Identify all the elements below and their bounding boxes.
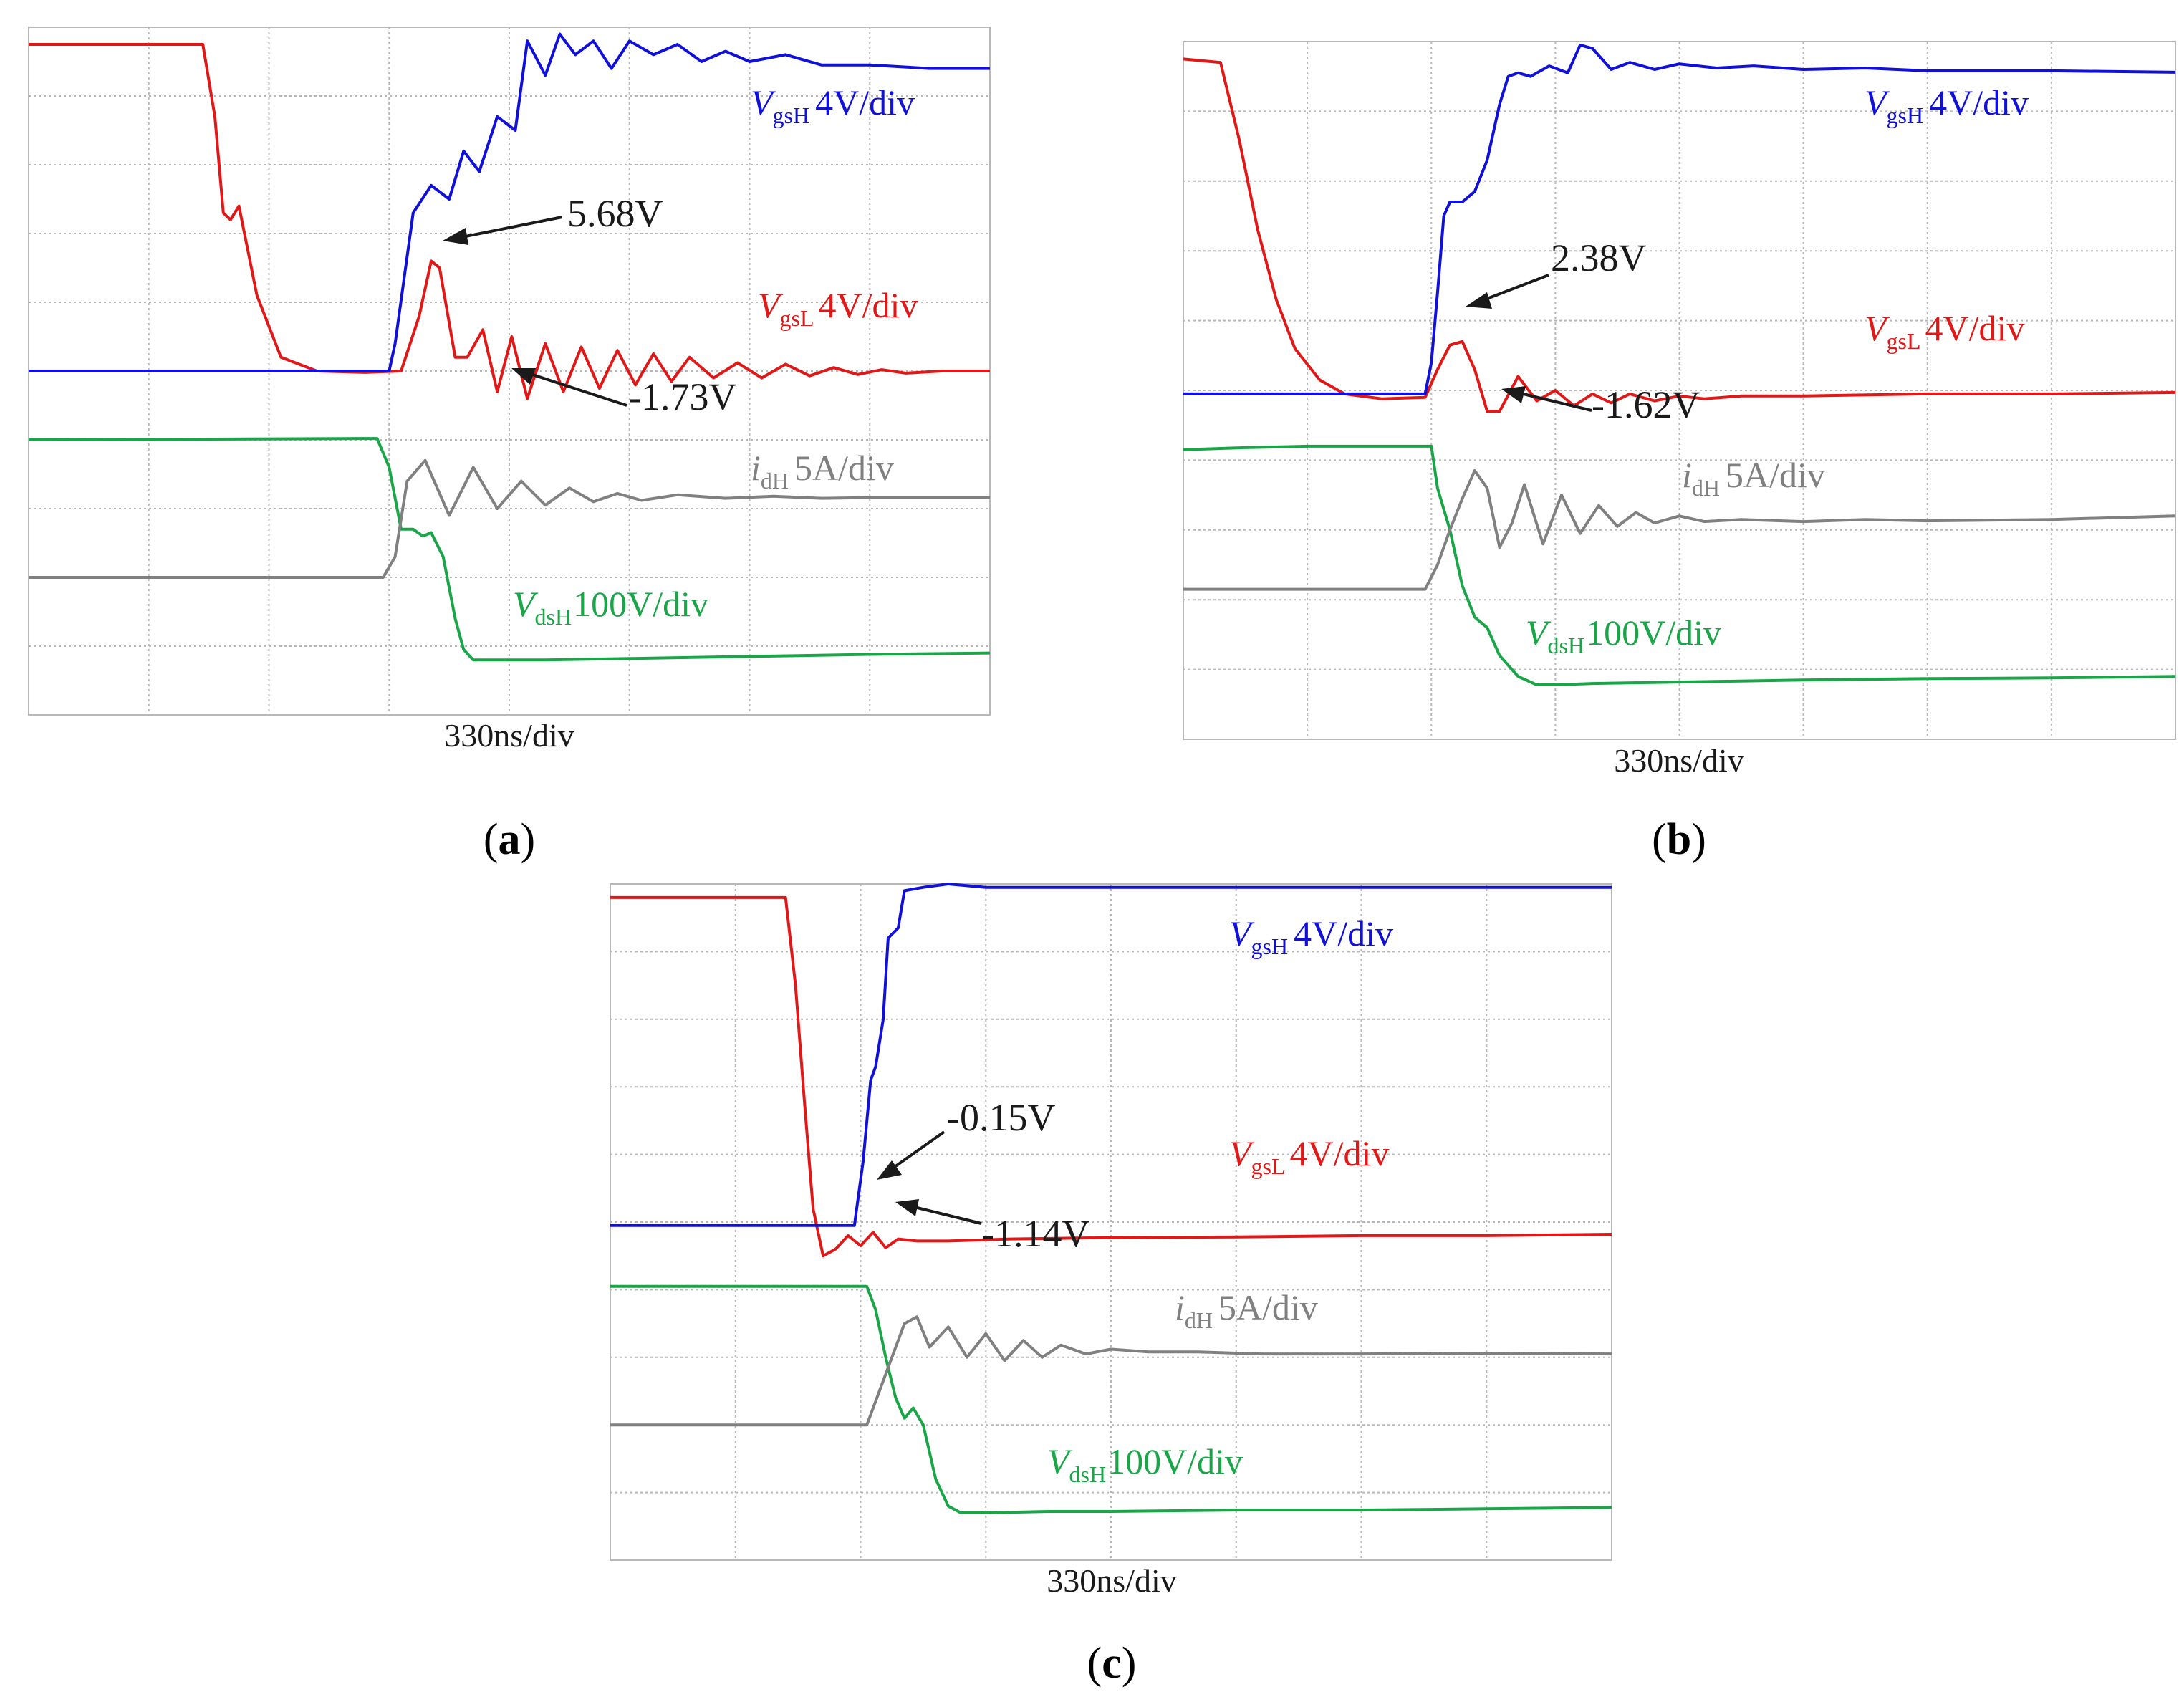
panel-c-vgsL-name: V (1229, 1133, 1255, 1173)
panel-a-trace-vdsH (28, 437, 991, 662)
panel-c-vdsH-name: V (1047, 1441, 1073, 1481)
panel-a-vdsH-label: VdsH100V/div (513, 584, 708, 630)
panel-b-trace-vdsH (1183, 444, 2176, 686)
panel-a-traces (28, 32, 991, 662)
panel-a-annotation-1-text: 5.68V (567, 192, 663, 235)
panel-b-grid (1183, 41, 2176, 740)
panel-a-caption: (a) (484, 815, 535, 864)
panel-c-caption-letter: c (1102, 1639, 1122, 1688)
panel-a-caption-letter: a (499, 815, 521, 864)
panel-a-idH-name: i (751, 448, 761, 488)
panel-b-vgsH-name: V (1865, 82, 1890, 122)
panel-c-vdsH-sub: dsH (1069, 1461, 1107, 1487)
panel-c-caption: (c) (1087, 1639, 1137, 1688)
panel-c-idH-name: i (1175, 1287, 1185, 1327)
panel-b-annotation-2-arrowhead (1501, 386, 1526, 403)
panel-b-annotation-1-arrowhead (1466, 292, 1492, 309)
panel-b-time-scale: 330ns/div (1614, 742, 1743, 779)
panel-c-vgsL-label: VgsL 4V/div (1229, 1133, 1389, 1179)
panel-b-idH-sub: dH (1692, 475, 1720, 501)
panel-c-vgsH-label: VgsH 4V/div (1229, 913, 1393, 959)
panel-a-trace-vgsL (29, 43, 990, 400)
panel-b-caption: (b) (1652, 815, 1706, 864)
panel-c-idH-label: idH 5A/div (1175, 1287, 1318, 1333)
panel-a-vdsH-scale: 100V/div (573, 584, 708, 624)
panel-a-labels: VgsH 4V/div VgsL 4V/div idH 5A/div VdsH100V… (443, 82, 918, 864)
panel-c-idH-sub: dH (1185, 1307, 1213, 1333)
panel-a-vgsH-scale: 4V/div (815, 82, 915, 122)
panel-b: VgsH 4V/div VgsL 4V/div idH 5A/div VdsH100V… (1183, 41, 2176, 864)
panel-c-labels: VgsH 4V/div VgsL 4V/div idH 5A/div VdsH100V… (877, 913, 1393, 1688)
panel-a-vgsL-scale: 4V/div (819, 285, 918, 325)
panel-b-caption-letter: b (1667, 815, 1691, 864)
panel-b-vgsH-scale: 4V/div (1929, 82, 2029, 122)
panel-a-idH-scale: 5A/div (794, 448, 894, 488)
panel-c-vgsL-sub: gsL (1251, 1153, 1286, 1179)
panel-b-vdsH-label: VdsH100V/div (1526, 612, 1721, 658)
panel-c-idH-scale: 5A/div (1218, 1287, 1318, 1327)
panel-b-idH-scale: 5A/div (1726, 455, 1825, 495)
panel-a-annotation-2-arrowhead (511, 368, 536, 385)
panel-b-vgsH-label: VgsH 4V/div (1865, 82, 2029, 128)
panel-c-annotation-1-text: -0.15V (947, 1096, 1055, 1139)
panel-b-trace-vgsL (1183, 57, 2176, 413)
panel-c-annotation-2-text: -1.14V (981, 1212, 1089, 1255)
panel-a-idH-sub: dH (761, 468, 789, 494)
panel-c-annotation-1-arrowhead (877, 1160, 902, 1180)
panel-c-trace-idH (610, 1315, 1612, 1427)
panel-a-vdsH-name: V (513, 584, 539, 624)
panel-c-vgsH-scale: 4V/div (1294, 913, 1393, 953)
panel-a-trace-vgsH (29, 32, 990, 372)
panel-b-trace-vgsH (1183, 43, 2176, 395)
panel-b-vgsL-label: VgsL 4V/div (1865, 308, 2024, 354)
panel-a: VgsH 4V/div VgsL 4V/div idH 5A/div VdsH100V… (28, 27, 991, 864)
panel-a-vgsL-sub: gsL (780, 305, 814, 331)
panel-a-idH-label: idH 5A/div (751, 448, 894, 494)
panel-b-vgsH-sub: gsH (1887, 102, 1924, 128)
panel-c: VgsH 4V/div VgsL 4V/div idH 5A/div VdsH100V… (610, 883, 1612, 1688)
panel-b-idH-name: i (1682, 455, 1692, 495)
panel-a-annotation-2-arrow (516, 368, 627, 407)
panel-b-annotation-1-text: 2.38V (1551, 236, 1647, 279)
panel-b-vgsL-name: V (1865, 308, 1890, 348)
panel-a-trace-idH (29, 458, 990, 579)
panel-b-labels: VgsH 4V/div VgsL 4V/div idH 5A/div VdsH100V… (1466, 82, 2029, 864)
panel-b-trace-idH (1183, 469, 2176, 591)
panel-b-vdsH-scale: 100V/div (1586, 612, 1721, 653)
panel-b-vdsH-name: V (1526, 612, 1552, 653)
panel-a-vgsH-name: V (751, 82, 776, 122)
panel-c-traces (610, 883, 1612, 1514)
panel-a-annotation-1-arrowhead (443, 228, 468, 245)
panel-a-vgsL-label: VgsL 4V/div (758, 285, 918, 331)
panel-b-idH-label: idH 5A/div (1682, 455, 1825, 501)
panel-c-vgsH-sub: gsH (1251, 933, 1289, 959)
panel-c-vgsH-name: V (1229, 913, 1255, 953)
panel-c-vdsH-label: VdsH100V/div (1047, 1441, 1243, 1487)
panel-b-traces (1183, 43, 2176, 686)
panel-a-time-scale: 330ns/div (444, 717, 574, 754)
panel-c-vdsH-scale: 100V/div (1107, 1441, 1243, 1481)
panel-b-vdsH-sub: dsH (1548, 633, 1585, 658)
panel-b-annotation-2-text: -1.62V (1592, 383, 1700, 426)
panel-c-trace-vdsH (610, 1284, 1612, 1514)
panel-a-vgsL-name: V (758, 285, 784, 325)
panel-c-vgsL-scale: 4V/div (1290, 1133, 1390, 1173)
panel-b-vgsL-scale: 4V/div (1925, 308, 2025, 348)
panel-c-trace-vgsH (610, 883, 1612, 1227)
panel-a-annotation-2-text: -1.73V (628, 375, 736, 418)
panel-c-annotation-2-arrowhead (895, 1199, 919, 1216)
panel-a-vgsH-label: VgsH 4V/div (751, 82, 915, 128)
panel-c-grid (610, 883, 1612, 1561)
panel-a-vgsH-sub: gsH (773, 102, 810, 128)
panel-c-time-scale: 330ns/div (1047, 1562, 1176, 1599)
panel-c-trace-vgsL (610, 895, 1612, 1258)
panel-b-vgsL-sub: gsL (1887, 328, 1921, 354)
panel-a-vdsH-sub: dsH (535, 604, 572, 630)
